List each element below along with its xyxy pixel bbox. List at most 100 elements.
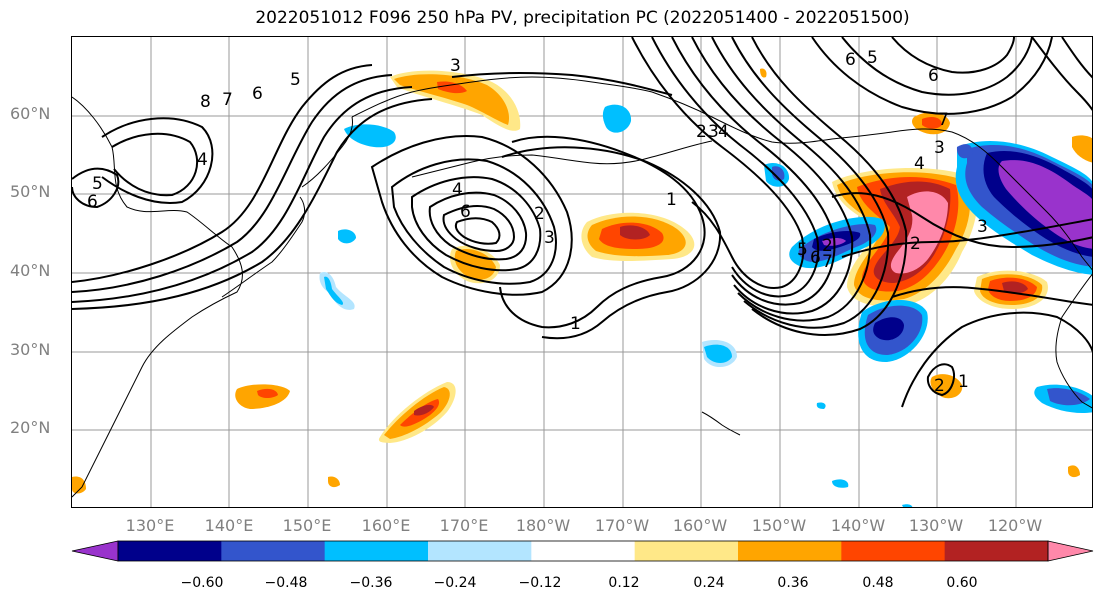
map-canvas: 3 8 7 6 5 4 5 6 4 6 2 3 1 1 2 3 4 5 6 7 … (72, 37, 1092, 507)
pv-contour-label: 6 (810, 248, 821, 268)
precip-shading (72, 68, 1092, 507)
pv-contour-label: 6 (928, 66, 939, 86)
colorbar-tick-label: 0.36 (777, 575, 809, 591)
colorbar-segment (738, 541, 842, 561)
precip-negative-patch (772, 166, 785, 181)
coastline-japan (221, 196, 306, 298)
pv-contour-line (841, 37, 1033, 96)
lon-label-140e: 140°E (204, 516, 254, 535)
pv-contour-line (72, 86, 413, 303)
pv-contour-label: 5 (867, 48, 878, 68)
precip-positive-patch (1068, 465, 1080, 478)
pv-contour-label: 5 (92, 174, 103, 194)
pv-contour-line (841, 218, 1092, 258)
lon-label-150w: 150°W (751, 516, 807, 535)
pv-contour-line (901, 311, 1092, 408)
pv-contour-line (711, 37, 872, 322)
colorbar-segment (841, 541, 946, 561)
pv-contour-label: 7 (222, 90, 233, 110)
pv-contour-line (72, 64, 373, 283)
precip-negative-patch (602, 104, 632, 133)
colorbar-tick-label: −0.60 (180, 575, 224, 591)
pv-contour-label: 1 (570, 314, 581, 334)
pv-contour-line (442, 205, 516, 253)
precip-negative-patch (873, 317, 904, 341)
pv-contour-label: 3 (977, 217, 988, 237)
pv-contour-line (499, 135, 706, 329)
coastline-alaska (351, 76, 1092, 271)
precip-positive-patch (1072, 135, 1092, 163)
pv-contour-label: 1 (666, 190, 677, 210)
lon-label-130e: 130°E (125, 516, 175, 535)
precip-negative-patch (956, 144, 973, 159)
pv-contour-line (72, 98, 433, 310)
pv-contour-line (370, 135, 573, 296)
lat-label-40n: 40°N (10, 261, 51, 280)
pv-contour-line (631, 37, 805, 289)
pv-contour-label: 2 (910, 234, 921, 254)
precip-negative-patch (338, 229, 356, 244)
lon-label-170w: 170°W (594, 516, 650, 535)
precip-positive-patch (328, 476, 340, 488)
precip-positive-patch (454, 248, 496, 280)
pv-contour-label: 4 (914, 154, 925, 174)
precip-positive-patch (760, 68, 767, 78)
pv-contour-label: 3 (934, 138, 945, 158)
lat-label-30n: 30°N (10, 340, 51, 359)
colorbar-segment (324, 541, 429, 561)
lon-label-170e: 170°E (439, 516, 489, 535)
pv-contour-label: 7 (822, 252, 833, 272)
pv-contour-label: 6 (252, 84, 263, 104)
colorbar-segment (944, 541, 1049, 561)
precip-negative-patch (324, 276, 344, 305)
lon-label-180w: 180°W (515, 516, 571, 535)
precip-positive-patch (257, 388, 278, 398)
precip-negative-patch (832, 479, 849, 488)
pv-contour-line (891, 286, 1092, 306)
precip-negative-patch (344, 124, 396, 148)
pv-contour-line (651, 37, 820, 298)
lon-label-160e: 160°E (361, 516, 411, 535)
lon-label-140w: 140°W (830, 516, 886, 535)
coastline-aleutians (411, 140, 713, 178)
pv-contour-line (731, 37, 890, 329)
lon-label-160w: 160°W (672, 516, 728, 535)
pv-contour-label: 4 (197, 150, 208, 170)
pv-contour-line (428, 191, 528, 261)
pv-contour-line (411, 176, 542, 272)
map-panel: 3 8 7 6 5 4 5 6 4 6 2 3 1 1 2 3 4 5 6 7 … (71, 36, 1093, 508)
precip-negative-patch (998, 160, 1092, 249)
pv-contour-line (72, 167, 120, 209)
lat-label-50n: 50°N (10, 182, 51, 201)
pv-contour-label: 7 (938, 110, 949, 130)
pv-contour-line (501, 146, 722, 340)
pv-contour-label: 4 (718, 122, 729, 142)
pv-contour-label: 3 (450, 56, 461, 76)
pv-contour-line (101, 117, 214, 204)
precip-positive-patch (414, 404, 434, 416)
colorbar-extend-min (71, 540, 119, 562)
pv-contour-label: 1 (958, 372, 969, 392)
coastline-kamchatka (301, 116, 353, 188)
pv-contour-line (691, 37, 854, 315)
pv-contour-line (454, 217, 501, 245)
precip-positive-patch (1002, 281, 1028, 294)
pv-contour-label: 5 (797, 240, 808, 260)
pv-contour-label: 2 (696, 122, 707, 142)
precip-positive-patch (437, 81, 467, 94)
pv-contour-line (111, 132, 199, 197)
precip-negative-patch (902, 504, 913, 507)
map-title: 2022051012 F096 250 hPa PV, precipitatio… (255, 8, 910, 28)
pv-contour-line (72, 74, 393, 293)
precip-negative-patch (704, 344, 732, 363)
pv-contour-label: 4 (452, 180, 463, 200)
pv-labels: 3 8 7 6 5 4 5 6 4 6 2 3 1 1 2 3 4 5 6 7 … (87, 48, 988, 396)
colorbar-extend-max (1047, 540, 1094, 562)
pv-contour-line (390, 158, 557, 285)
pv-contour-label: 3 (708, 122, 719, 142)
pv-contour-label: 2 (534, 204, 545, 224)
pv-contour-label: 6 (845, 50, 856, 70)
pv-contours (72, 37, 1092, 408)
pv-contour-label: 2 (934, 376, 945, 396)
pv-contour-label: 2 (822, 236, 833, 256)
